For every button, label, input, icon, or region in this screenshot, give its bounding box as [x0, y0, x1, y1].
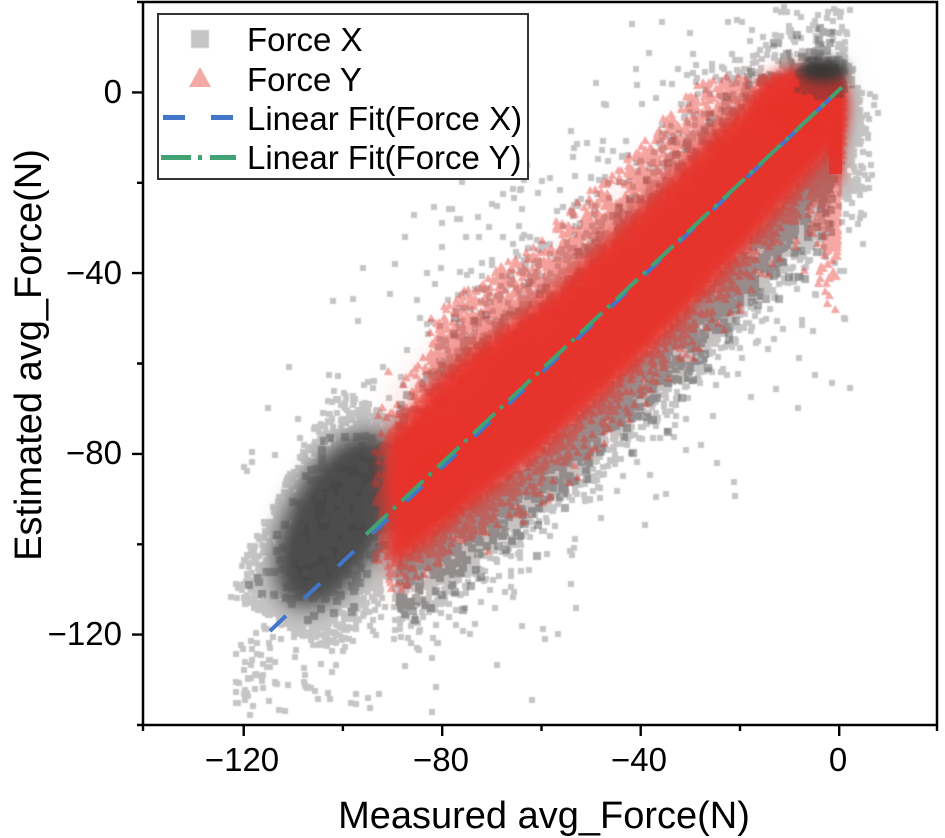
svg-text:Measured avg_Force(N): Measured avg_Force(N) [338, 795, 750, 837]
svg-text:Estimated avg_Force(N): Estimated avg_Force(N) [8, 149, 50, 561]
svg-text:−80: −80 [66, 434, 122, 471]
svg-text:Linear Fit(Force Y): Linear Fit(Force Y) [247, 139, 521, 176]
svg-text:Force X: Force X [247, 21, 363, 58]
svg-text:0: 0 [829, 741, 847, 778]
svg-text:−40: −40 [611, 741, 667, 778]
svg-text:−120: −120 [205, 741, 279, 778]
svg-text:Force Y: Force Y [247, 61, 362, 98]
svg-text:Linear Fit(Force X): Linear Fit(Force X) [247, 100, 522, 137]
svg-text:−120: −120 [48, 615, 122, 652]
svg-text:0: 0 [104, 73, 122, 110]
svg-text:−80: −80 [413, 741, 469, 778]
svg-text:−40: −40 [66, 254, 122, 291]
